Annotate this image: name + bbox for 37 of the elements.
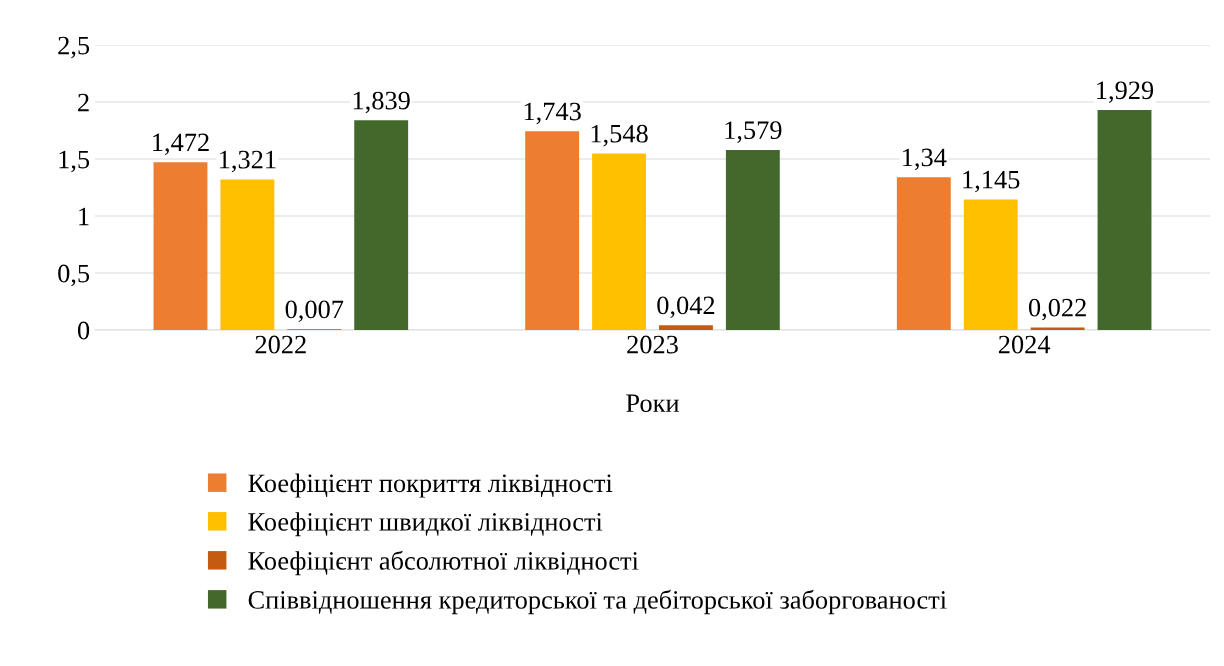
bar: [592, 153, 646, 330]
data-label: 0,007: [285, 300, 344, 323]
data-label: 1,145: [963, 170, 1020, 193]
data-label: 1,929: [1097, 81, 1154, 103]
data-label: 1,321: [220, 150, 276, 173]
bar: [963, 199, 1018, 330]
legend-label: Коефіцієнт швидкої ліквідності: [248, 512, 603, 537]
legend-label: Коефіцієнт абсолютної ліквідності: [248, 550, 639, 576]
bar: [153, 162, 208, 330]
data-label: 0,022: [1028, 298, 1086, 321]
data-label: 1,839: [353, 91, 410, 114]
bar: [525, 131, 580, 330]
x-tick-label: 2024: [998, 335, 1051, 354]
data-label: 1,579: [725, 121, 782, 143]
bar: [1097, 110, 1152, 330]
y-tick-label: 2,5: [58, 36, 90, 59]
data-label: 1,34: [903, 148, 947, 171]
y-tick-label: 0,5: [58, 264, 90, 287]
data-label: 0,042: [657, 296, 715, 319]
data-label: 1,548: [591, 124, 648, 147]
y-tick-label: 1: [79, 207, 89, 226]
x-axis-title: Роки: [626, 394, 679, 413]
bar: [354, 120, 409, 330]
bar: [896, 177, 951, 330]
data-label: 1,743: [524, 102, 581, 125]
y-tick-label: 1,5: [59, 150, 90, 173]
legend-label: Співвідношення кредиторської та дебіторської заборгованості: [248, 589, 947, 615]
bar: [1030, 327, 1085, 330]
legend-label: Коефіцієнт покриття ліквідності: [248, 473, 613, 498]
bar: [220, 179, 275, 330]
y-tick-label: 2: [78, 93, 89, 112]
bar: [659, 325, 713, 330]
y-tick-label: 0: [77, 321, 90, 340]
bar: [725, 149, 780, 330]
x-tick-label: 2022: [255, 335, 306, 354]
x-tick-label: 2023: [627, 335, 678, 354]
data-label: 1,472: [153, 133, 209, 156]
